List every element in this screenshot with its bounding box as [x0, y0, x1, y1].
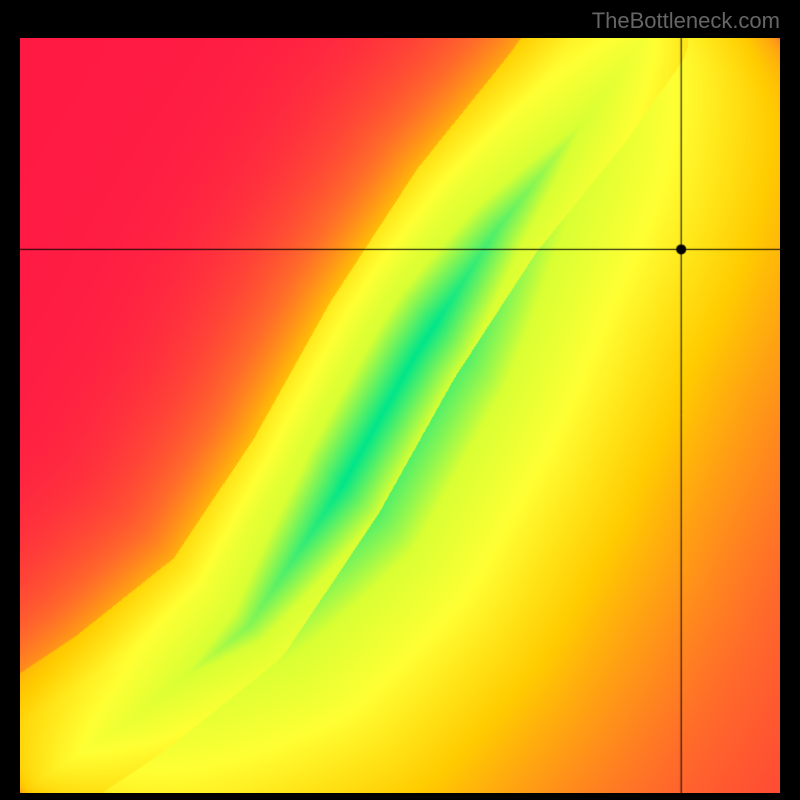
heatmap-canvas [20, 38, 780, 793]
watermark-text: TheBottleneck.com [592, 8, 780, 34]
bottleneck-heatmap-chart [20, 38, 780, 793]
